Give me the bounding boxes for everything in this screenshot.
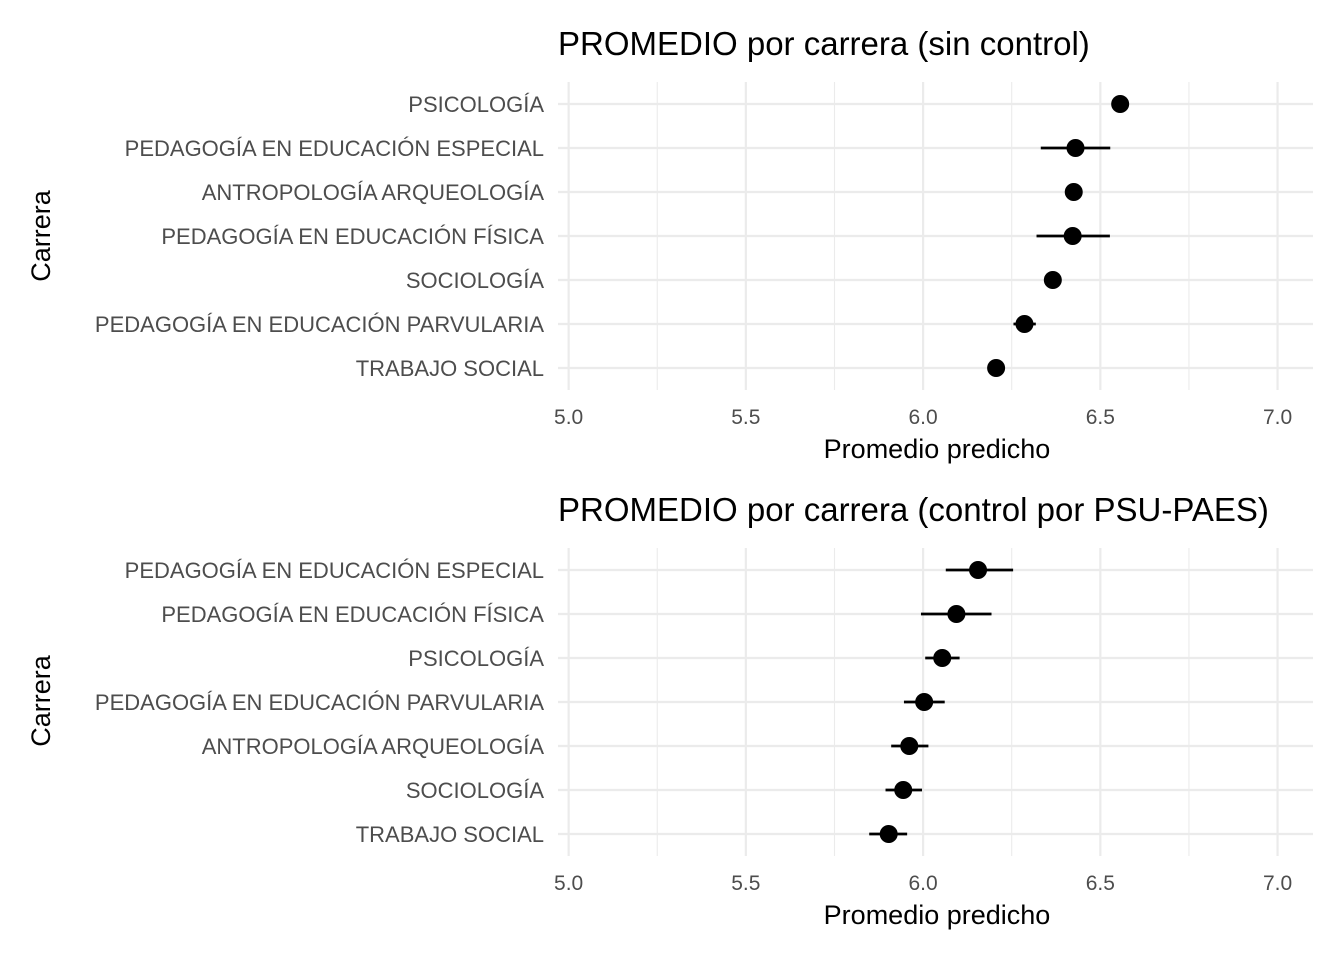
data-point: [1063, 227, 1082, 245]
category-label: SOCIOLOGÍA: [406, 268, 544, 293]
category-label: PEDAGOGÍA EN EDUCACIÓN ESPECIAL: [125, 558, 544, 583]
x-tick-label: 7.0: [1263, 872, 1292, 895]
data-point: [1066, 139, 1085, 157]
category-label: PEDAGOGÍA EN EDUCACIÓN FÍSICA: [161, 224, 544, 249]
data-point: [1111, 95, 1130, 113]
data-point: [969, 561, 988, 579]
x-axis-title: Promedio predicho: [824, 434, 1051, 464]
x-tick-labels: 5.0 5.5 6.0 6.5 7.0: [554, 406, 1292, 429]
category-label: TRABAJO SOCIAL: [356, 822, 544, 847]
category-label: PEDAGOGÍA EN EDUCACIÓN ESPECIAL: [125, 136, 544, 161]
x-tick-label: 6.5: [1086, 872, 1115, 895]
data-point: [933, 649, 952, 667]
x-axis-title: Promedio predicho: [824, 900, 1051, 930]
data-point: [1015, 315, 1034, 333]
x-tick-label: 6.0: [908, 406, 937, 429]
data-point: [1064, 183, 1083, 201]
data-point: [947, 605, 966, 623]
panel-title: PROMEDIO por carrera (control por PSU-PA…: [558, 491, 1269, 528]
data-point: [1043, 271, 1062, 289]
category-labels: PEDAGOGÍA EN EDUCACIÓN ESPECIAL PEDAGOGÍA…: [95, 558, 544, 847]
data-point: [879, 825, 898, 843]
data-point: [894, 781, 913, 799]
category-label: PEDAGOGÍA EN EDUCACIÓN PARVULARIA: [95, 312, 544, 337]
x-tick-label: 5.5: [731, 872, 760, 895]
data-point: [915, 693, 934, 711]
panel-control-psu-paes: PROMEDIO por carrera (control por PSU-PA…: [26, 491, 1313, 930]
x-tick-label: 7.0: [1263, 406, 1292, 429]
y-axis-title: Carrera: [26, 654, 56, 747]
x-tick-label: 5.5: [731, 406, 760, 429]
data-points: [987, 95, 1130, 377]
category-labels: PSICOLOGÍA PEDAGOGÍA EN EDUCACIÓN ESPECIA…: [95, 92, 544, 381]
x-tick-label: 5.0: [554, 872, 583, 895]
x-tick-labels: 5.0 5.5 6.0 6.5 7.0: [554, 872, 1292, 895]
category-label: SOCIOLOGÍA: [406, 778, 544, 803]
category-label: ANTROPOLOGÍA ARQUEOLOGÍA: [202, 734, 545, 759]
y-axis-title: Carrera: [26, 189, 56, 282]
category-label: PSICOLOGÍA: [408, 646, 544, 671]
data-points: [879, 561, 988, 843]
data-point: [987, 359, 1006, 377]
x-tick-label: 6.0: [908, 872, 937, 895]
category-label: PEDAGOGÍA EN EDUCACIÓN PARVULARIA: [95, 690, 544, 715]
x-tick-label: 6.5: [1086, 406, 1115, 429]
panel-title: PROMEDIO por carrera (sin control): [558, 25, 1090, 62]
category-label: PEDAGOGÍA EN EDUCACIÓN FÍSICA: [161, 602, 544, 627]
x-tick-label: 5.0: [554, 406, 583, 429]
data-point: [900, 737, 919, 755]
category-label: ANTROPOLOGÍA ARQUEOLOGÍA: [202, 180, 545, 205]
category-label: PSICOLOGÍA: [408, 92, 544, 117]
panel-sin-control: PROMEDIO por carrera (sin control) PSICO…: [26, 25, 1313, 464]
category-label: TRABAJO SOCIAL: [356, 356, 544, 381]
